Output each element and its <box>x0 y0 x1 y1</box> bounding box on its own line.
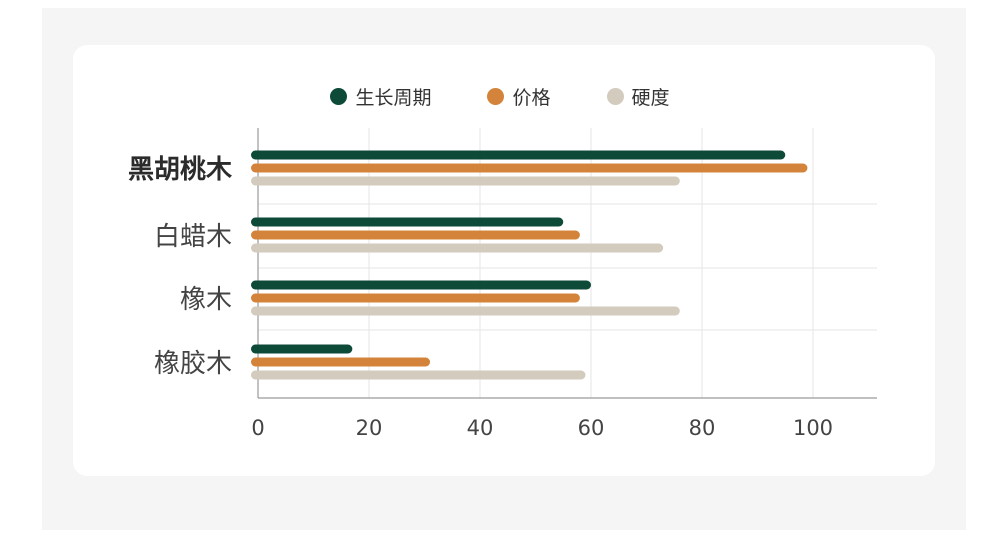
legend-label-growth: 生长周期 <box>355 86 432 109</box>
bar-1-1 <box>251 230 580 240</box>
legend-dot-growth <box>330 87 348 105</box>
chart-card <box>73 45 935 476</box>
bar-3-0 <box>251 344 353 354</box>
bar-0-1 <box>251 163 808 173</box>
bar-3-1 <box>251 357 431 367</box>
legend-label-hardness: 硬度 <box>631 86 670 109</box>
bar-2-0 <box>251 280 591 290</box>
legend-dot-hardness <box>606 87 624 105</box>
category-label-1: 白蜡木 <box>154 222 232 252</box>
category-label-2: 橡木 <box>180 285 232 315</box>
chart-legend: 生长周期 价格 硬度 <box>0 83 1000 109</box>
legend-dot-price <box>487 87 505 105</box>
x-tick-label-20: 20 <box>356 416 383 440</box>
bar-3-2 <box>251 370 586 380</box>
category-label-3: 橡胶木 <box>154 349 232 379</box>
x-tick-label-100: 100 <box>793 416 833 440</box>
bar-1-0 <box>251 217 564 227</box>
bar-0-2 <box>251 176 680 186</box>
category-label-0: 黑胡桃木 <box>128 155 232 185</box>
bar-0-0 <box>251 150 786 160</box>
x-tick-label-80: 80 <box>689 416 716 440</box>
bar-2-2 <box>251 306 680 316</box>
bar-2-1 <box>251 293 580 303</box>
x-tick-label-60: 60 <box>578 416 605 440</box>
legend-item-price: 价格 <box>487 83 551 110</box>
legend-item-hardness: 硬度 <box>606 83 670 110</box>
x-tick-label-0: 0 <box>251 416 264 440</box>
legend-label-price: 价格 <box>512 86 551 109</box>
bar-1-2 <box>251 243 664 253</box>
x-tick-label-40: 40 <box>467 416 494 440</box>
legend-item-growth: 生长周期 <box>330 83 431 110</box>
